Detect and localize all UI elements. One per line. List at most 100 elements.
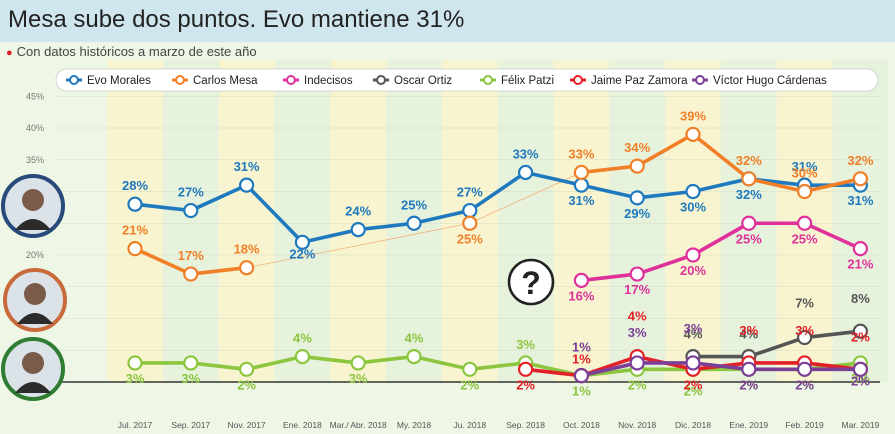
data-point (685, 247, 701, 263)
data-label: 2% (739, 377, 758, 392)
data-point (127, 241, 143, 257)
column-band (497, 60, 554, 382)
portrait-head (22, 352, 44, 374)
portrait-body (15, 382, 51, 393)
data-label: 3% (739, 323, 758, 338)
series-line (134, 170, 861, 245)
data-label: 2% (516, 377, 535, 392)
column-band (218, 60, 275, 382)
data-label: 16% (568, 288, 594, 303)
data-label: 31% (847, 193, 873, 208)
chart-title: Mesa sube dos puntos. Evo mantiene 31% (8, 6, 465, 33)
data-label: 2% (628, 377, 647, 392)
column-band (162, 60, 219, 382)
data-label: 3% (349, 371, 368, 386)
data-label: 20% (680, 263, 706, 278)
data-point (350, 222, 366, 238)
series-v-ctor-hugo-c-rdenas: 1% 3% 3% 2% 2% 2% (572, 321, 870, 392)
x-tick-label: Oct. 2018 (563, 420, 600, 430)
x-tick-label: Mar./ Abr. 2018 (330, 420, 387, 430)
legend-marker (483, 75, 493, 85)
data-label: 2% (739, 377, 758, 392)
data-point (573, 164, 590, 181)
data-label: 39% (680, 108, 706, 123)
data-point (796, 329, 813, 346)
column-band (609, 60, 666, 382)
legend-label: Víctor Hugo Cárdenas (713, 75, 827, 87)
series-line (581, 361, 861, 378)
legend-marker (573, 75, 583, 85)
portrait-head (24, 283, 46, 305)
data-point (685, 355, 701, 371)
data-label: 2% (460, 377, 479, 392)
data-label: 3% (516, 337, 535, 352)
data-label: 7% (795, 296, 814, 311)
data-label: 30% (680, 200, 706, 215)
data-point (852, 241, 869, 257)
data-label: 25% (792, 231, 818, 246)
data-label: 24% (345, 204, 371, 219)
legend-marker (69, 75, 79, 85)
data-point (406, 349, 422, 365)
data-label: 25% (736, 231, 762, 246)
data-point (852, 171, 869, 187)
data-point (629, 266, 645, 282)
data-point (629, 190, 645, 206)
candidate-portrait (3, 268, 67, 332)
data-point (350, 355, 366, 371)
data-label: 3% (628, 325, 647, 340)
legend-marker (376, 75, 386, 85)
header-band (0, 0, 895, 42)
data-label: 25% (457, 231, 483, 246)
x-tick-label: Sep. 2018 (506, 420, 545, 430)
data-point (852, 323, 869, 339)
y-tick-label: 20% (26, 250, 44, 260)
column-band (107, 60, 163, 382)
data-point (796, 215, 813, 231)
data-point (573, 177, 590, 193)
data-label: 2% (684, 383, 703, 398)
data-point (127, 355, 143, 371)
data-label: 3% (181, 371, 200, 386)
x-tick-label: Sep. 2017 (171, 420, 210, 430)
data-label: 2% (684, 377, 703, 392)
data-label: 3% (684, 321, 703, 336)
data-label: 2% (795, 377, 814, 392)
series-line (581, 221, 862, 283)
x-tick-label: Feb. 2019 (785, 420, 824, 430)
chart-subtitle: ● Con datos históricos a marzo de este añ… (6, 44, 257, 59)
data-label: 31% (568, 193, 594, 208)
data-point (183, 202, 199, 219)
series-line (693, 329, 861, 359)
data-label: 34% (624, 140, 650, 155)
portrait-head (22, 189, 44, 211)
legend-marker (175, 75, 185, 85)
legend: Evo Morales Carlos Mesa Indecisos Oscar Ort… (55, 68, 879, 92)
data-label: 2% (795, 377, 814, 392)
data-label: 1% (572, 352, 591, 367)
y-tick-label: 45% (26, 91, 44, 101)
data-point (462, 215, 478, 231)
candidate-portrait (1, 174, 65, 238)
legend-marker (286, 75, 296, 85)
data-label: 2% (851, 329, 870, 344)
data-label: 1% (572, 340, 591, 355)
data-point (685, 126, 701, 142)
data-label: 32% (847, 153, 873, 168)
data-point (741, 171, 757, 187)
data-point (406, 215, 422, 231)
series-evo-morales: 28% 27%31%22%24% 25%27%33%31%29% 30%32%31%3… (122, 146, 874, 261)
data-label: 21% (847, 257, 873, 272)
column-band (665, 60, 721, 382)
data-label: 8% (851, 291, 870, 306)
bullet-icon: ● (6, 47, 13, 59)
x-tick-label: Nov. 2017 (228, 420, 266, 430)
question-circle (507, 258, 555, 306)
data-point (796, 183, 813, 200)
legend-label: Indecisos (304, 75, 353, 87)
data-point (685, 183, 701, 200)
data-point (183, 355, 199, 371)
column-band (553, 60, 610, 382)
x-tick-label: Nov. 2018 (618, 420, 656, 430)
portrait-body (17, 313, 53, 324)
